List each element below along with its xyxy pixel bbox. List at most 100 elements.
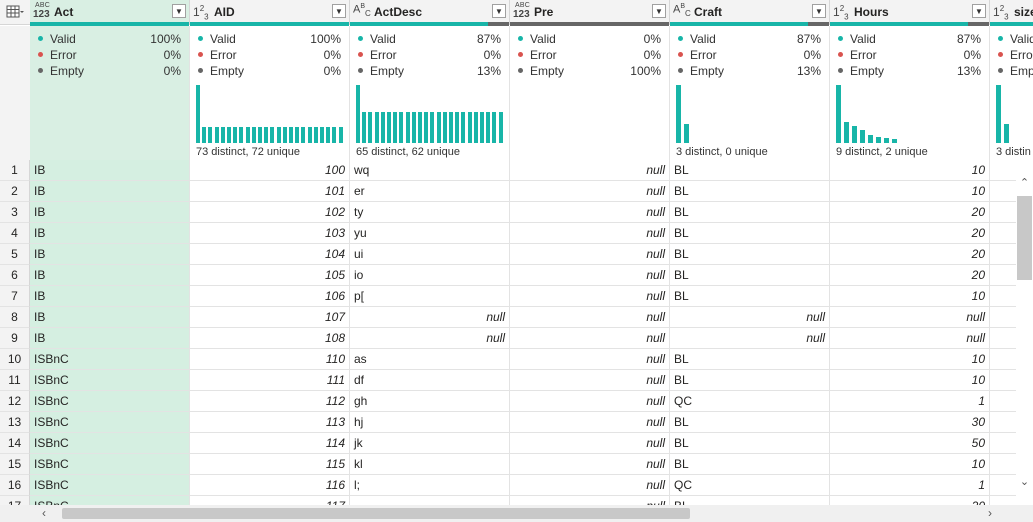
filter-dropdown-icon[interactable]: ▼ — [812, 4, 826, 18]
horizontal-scroll-thumb[interactable] — [62, 508, 690, 519]
column-header-aid[interactable]: 123 AID ▼ — [190, 0, 350, 24]
scroll-left-icon[interactable]: ‹ — [42, 506, 46, 520]
cell-craft[interactable]: BL — [670, 265, 830, 286]
cell-hours[interactable]: 20 — [830, 202, 990, 223]
cell-desc[interactable]: wq — [350, 160, 510, 181]
cell-pre[interactable]: null — [510, 286, 670, 307]
cell-hours[interactable]: null — [830, 307, 990, 328]
row-number[interactable]: 5 — [0, 244, 30, 265]
vertical-scroll-thumb[interactable] — [1017, 196, 1032, 280]
cell-desc[interactable]: ui — [350, 244, 510, 265]
column-header-act[interactable]: ABC 123 Act ▼ — [30, 0, 190, 24]
row-number[interactable]: 7 — [0, 286, 30, 307]
cell-aid[interactable]: 117 — [190, 496, 350, 505]
cell-aid[interactable]: 114 — [190, 433, 350, 454]
cell-hours[interactable]: 10 — [830, 370, 990, 391]
cell-aid[interactable]: 116 — [190, 475, 350, 496]
cell-hours[interactable]: 20 — [830, 223, 990, 244]
cell-size[interactable] — [990, 391, 1033, 412]
cell-act[interactable]: IB — [30, 160, 190, 181]
cell-pre[interactable]: null — [510, 328, 670, 349]
row-number[interactable]: 15 — [0, 454, 30, 475]
cell-size[interactable] — [990, 475, 1033, 496]
cell-act[interactable]: IB — [30, 223, 190, 244]
cell-craft[interactable]: BL — [670, 244, 830, 265]
cell-pre[interactable]: null — [510, 412, 670, 433]
cell-pre[interactable]: null — [510, 160, 670, 181]
cell-craft[interactable]: BL — [670, 370, 830, 391]
cell-hours[interactable]: 10 — [830, 349, 990, 370]
cell-pre[interactable]: null — [510, 202, 670, 223]
cell-size[interactable] — [990, 265, 1033, 286]
cell-act[interactable]: IB — [30, 181, 190, 202]
type-number-icon[interactable]: 123 — [993, 4, 1009, 22]
row-number[interactable]: 9 — [0, 328, 30, 349]
type-text-icon[interactable]: ABC — [353, 3, 371, 18]
scroll-down-icon[interactable]: ⌄ — [1019, 476, 1030, 488]
row-number[interactable]: 16 — [0, 475, 30, 496]
cell-craft[interactable]: BL — [670, 433, 830, 454]
cell-aid[interactable]: 101 — [190, 181, 350, 202]
cell-act[interactable]: IB — [30, 328, 190, 349]
filter-dropdown-icon[interactable]: ▼ — [332, 4, 346, 18]
cell-act[interactable]: ISBnC — [30, 496, 190, 505]
cell-act[interactable]: ISBnC — [30, 391, 190, 412]
cell-desc[interactable]: df — [350, 370, 510, 391]
cell-hours[interactable]: 10 — [830, 181, 990, 202]
row-number[interactable]: 13 — [0, 412, 30, 433]
cell-pre[interactable]: null — [510, 475, 670, 496]
cell-size[interactable] — [990, 286, 1033, 307]
cell-act[interactable]: ISBnC — [30, 412, 190, 433]
cell-hours[interactable]: null — [830, 328, 990, 349]
cell-desc[interactable]: gh — [350, 391, 510, 412]
cell-craft[interactable]: BL — [670, 181, 830, 202]
cell-hours[interactable]: 20 — [830, 244, 990, 265]
cell-pre[interactable]: null — [510, 265, 670, 286]
scroll-up-icon[interactable]: ⌃ — [1019, 177, 1030, 189]
cell-act[interactable]: ISBnC — [30, 370, 190, 391]
cell-size[interactable] — [990, 223, 1033, 244]
cell-aid[interactable]: 115 — [190, 454, 350, 475]
cell-desc[interactable]: as — [350, 349, 510, 370]
cell-size[interactable] — [990, 433, 1033, 454]
cell-craft[interactable]: BL — [670, 160, 830, 181]
row-number[interactable]: 14 — [0, 433, 30, 454]
cell-aid[interactable]: 113 — [190, 412, 350, 433]
cell-aid[interactable]: 112 — [190, 391, 350, 412]
cell-act[interactable]: ISBnC — [30, 454, 190, 475]
cell-pre[interactable]: null — [510, 223, 670, 244]
cell-pre[interactable]: null — [510, 307, 670, 328]
cell-craft[interactable]: BL — [670, 202, 830, 223]
cell-hours[interactable]: 1 — [830, 475, 990, 496]
row-number[interactable]: 4 — [0, 223, 30, 244]
cell-act[interactable]: ISBnC — [30, 433, 190, 454]
cell-pre[interactable]: null — [510, 370, 670, 391]
cell-act[interactable]: ISBnC — [30, 349, 190, 370]
cell-desc[interactable]: p[ — [350, 286, 510, 307]
cell-desc[interactable] — [350, 496, 510, 505]
cell-size[interactable] — [990, 328, 1033, 349]
cell-craft[interactable]: BL — [670, 223, 830, 244]
cell-aid[interactable]: 111 — [190, 370, 350, 391]
row-number[interactable]: 3 — [0, 202, 30, 223]
cell-aid[interactable]: 105 — [190, 265, 350, 286]
row-number[interactable]: 12 — [0, 391, 30, 412]
cell-act[interactable]: IB — [30, 244, 190, 265]
type-number-icon[interactable]: 123 — [193, 4, 209, 22]
cell-craft[interactable]: BL — [670, 454, 830, 475]
type-any-icon[interactable]: ABC 123 — [33, 2, 50, 20]
type-text-icon[interactable]: ABC — [673, 3, 691, 18]
cell-aid[interactable]: 104 — [190, 244, 350, 265]
cell-hours[interactable]: 20 — [830, 496, 990, 505]
cell-desc[interactable]: io — [350, 265, 510, 286]
cell-hours[interactable]: 50 — [830, 433, 990, 454]
cell-act[interactable]: IB — [30, 265, 190, 286]
cell-hours[interactable]: 10 — [830, 286, 990, 307]
table-menu-button[interactable] — [0, 0, 31, 24]
cell-pre[interactable]: null — [510, 349, 670, 370]
cell-desc[interactable]: null — [350, 307, 510, 328]
cell-craft[interactable]: null — [670, 307, 830, 328]
filter-dropdown-icon[interactable]: ▼ — [172, 4, 186, 18]
cell-size[interactable] — [990, 349, 1033, 370]
cell-aid[interactable]: 103 — [190, 223, 350, 244]
